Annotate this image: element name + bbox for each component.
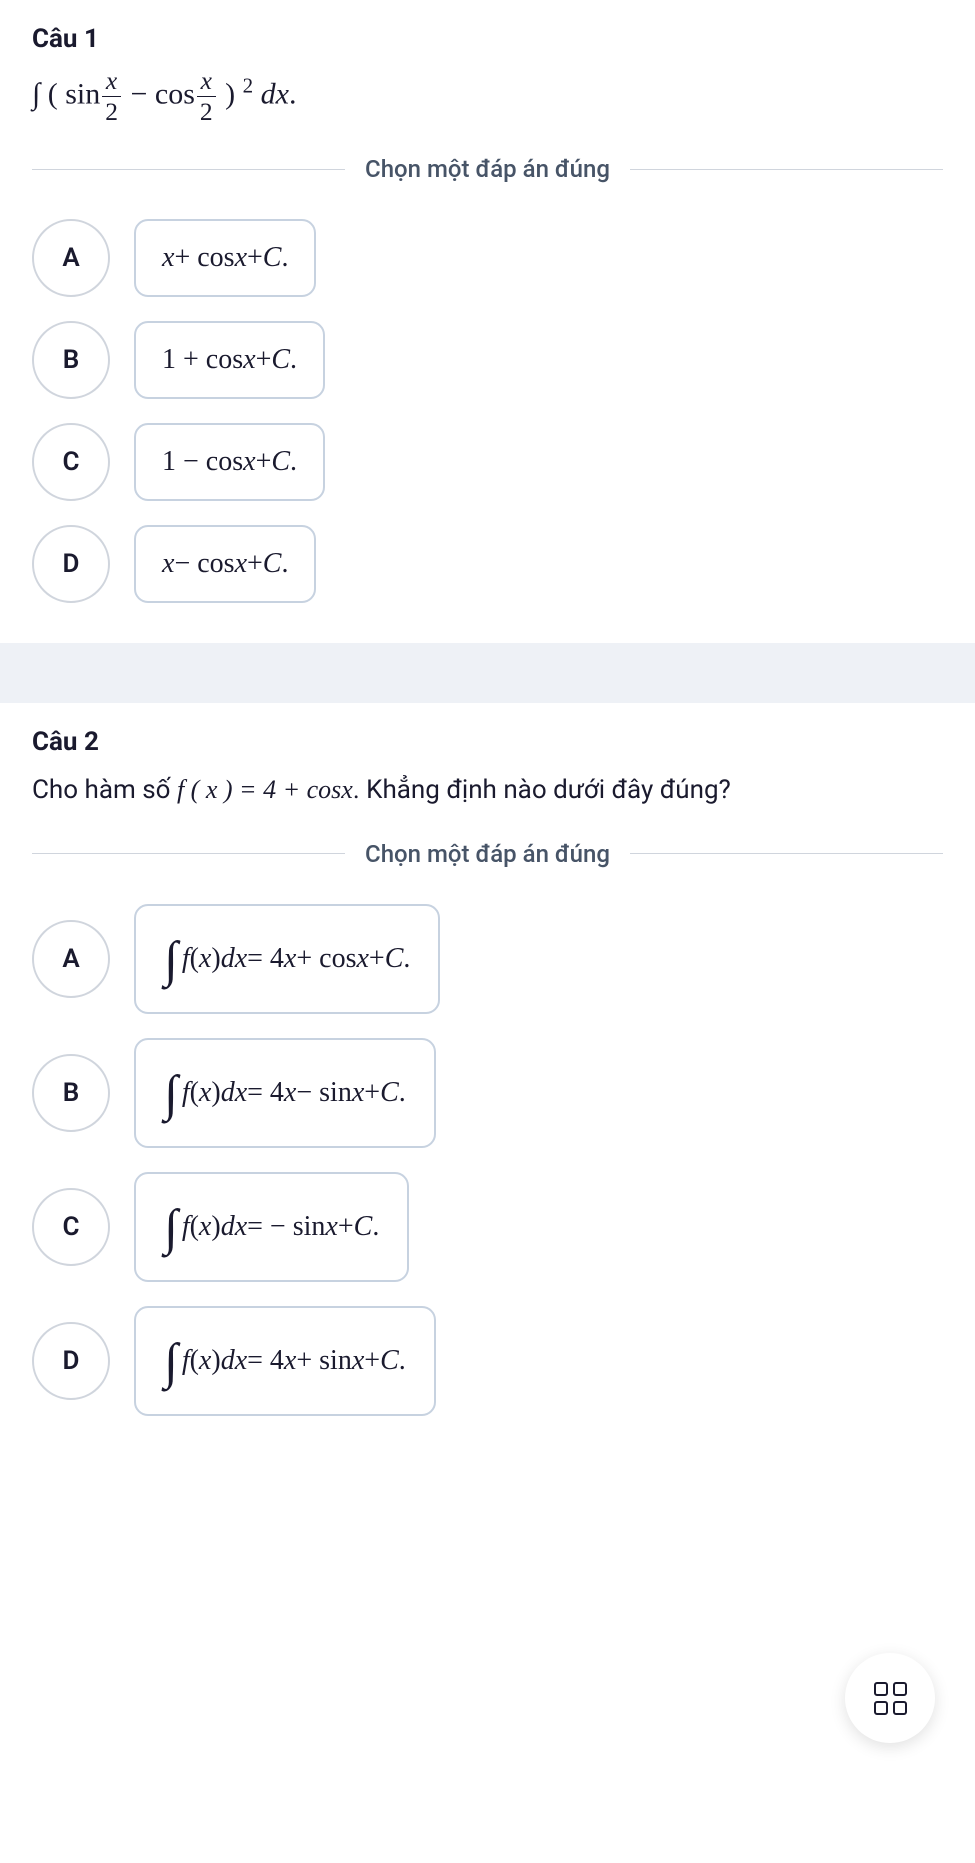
question-1: Câu 1 ∫ ( sinx2 − cosx2 ) 2 dx. Chọn một…: [0, 0, 975, 643]
question-2-options: A ∫f ( x ) dx = 4x + cosx + C. B ∫f ( x …: [32, 904, 943, 1416]
grid-icon: [874, 1682, 907, 1715]
option-c-content: 1 − cosx + C.: [134, 423, 325, 501]
question-2-text: Cho hàm số f ( x ) = 4 + cosx. Khẳng địn…: [32, 769, 943, 812]
divider: Chọn một đáp án đúng: [32, 155, 943, 183]
grid-menu-button[interactable]: [845, 1653, 935, 1743]
divider-line: [630, 169, 943, 170]
q2-fx: f ( x ) = 4 + cosx: [177, 775, 353, 804]
question-2: Câu 2 Cho hàm số f ( x ) = 4 + cosx. Khẳ…: [0, 703, 975, 1456]
divider-line: [32, 853, 345, 854]
question-2-title: Câu 2: [32, 727, 943, 757]
divider-line: [630, 853, 943, 854]
q2-text-suffix: . Khẳng định nào dưới đây đúng?: [353, 775, 731, 805]
divider: Chọn một đáp án đúng: [32, 840, 943, 868]
question-1-expression: ∫ ( sinx2 − cosx2 ) 2 dx.: [32, 66, 943, 127]
option-a-button[interactable]: A: [32, 219, 110, 297]
option-d-button[interactable]: D: [32, 1322, 110, 1400]
option-row: D ∫f ( x ) dx = 4x + sinx + C.: [32, 1306, 943, 1416]
option-b-button[interactable]: B: [32, 1054, 110, 1132]
option-d-button[interactable]: D: [32, 525, 110, 603]
option-row: A ∫f ( x ) dx = 4x + cosx + C.: [32, 904, 943, 1014]
option-row: B ∫f ( x ) dx = 4x − sinx + C.: [32, 1038, 943, 1148]
option-d-content: ∫f ( x ) dx = 4x + sinx + C.: [134, 1306, 436, 1416]
option-row: B 1 + cosx + C.: [32, 321, 943, 399]
question-1-title: Câu 1: [32, 24, 943, 54]
question-1-options: A x + cosx + C. B 1 + cosx + C. C 1 − co…: [32, 219, 943, 603]
option-b-content: ∫f ( x ) dx = 4x − sinx + C.: [134, 1038, 436, 1148]
divider-label: Chọn một đáp án đúng: [345, 155, 630, 183]
option-row: C ∫f ( x ) dx = − sinx + C.: [32, 1172, 943, 1282]
option-b-content: 1 + cosx + C.: [134, 321, 325, 399]
option-row: D x − cosx + C.: [32, 525, 943, 603]
option-a-content: x + cosx + C.: [134, 219, 316, 297]
option-c-content: ∫f ( x ) dx = − sinx + C.: [134, 1172, 409, 1282]
option-c-button[interactable]: C: [32, 423, 110, 501]
option-row: C 1 − cosx + C.: [32, 423, 943, 501]
option-c-button[interactable]: C: [32, 1188, 110, 1266]
option-b-button[interactable]: B: [32, 321, 110, 399]
divider-line: [32, 169, 345, 170]
option-row: A x + cosx + C.: [32, 219, 943, 297]
divider-label: Chọn một đáp án đúng: [345, 840, 630, 868]
option-a-button[interactable]: A: [32, 920, 110, 998]
section-spacer: [0, 643, 975, 703]
option-a-content: ∫f ( x ) dx = 4x + cosx + C.: [134, 904, 440, 1014]
q2-text-prefix: Cho hàm số: [32, 775, 177, 805]
option-d-content: x − cosx + C.: [134, 525, 316, 603]
